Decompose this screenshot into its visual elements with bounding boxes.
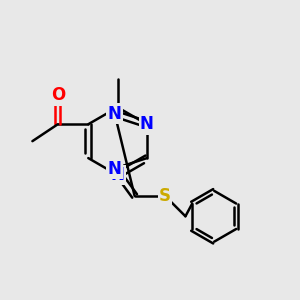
Text: N: N [111, 166, 124, 184]
Text: N: N [108, 160, 122, 178]
Text: S: S [159, 187, 171, 205]
Text: N: N [140, 115, 154, 133]
Text: O: O [51, 86, 65, 104]
Text: N: N [108, 105, 122, 123]
